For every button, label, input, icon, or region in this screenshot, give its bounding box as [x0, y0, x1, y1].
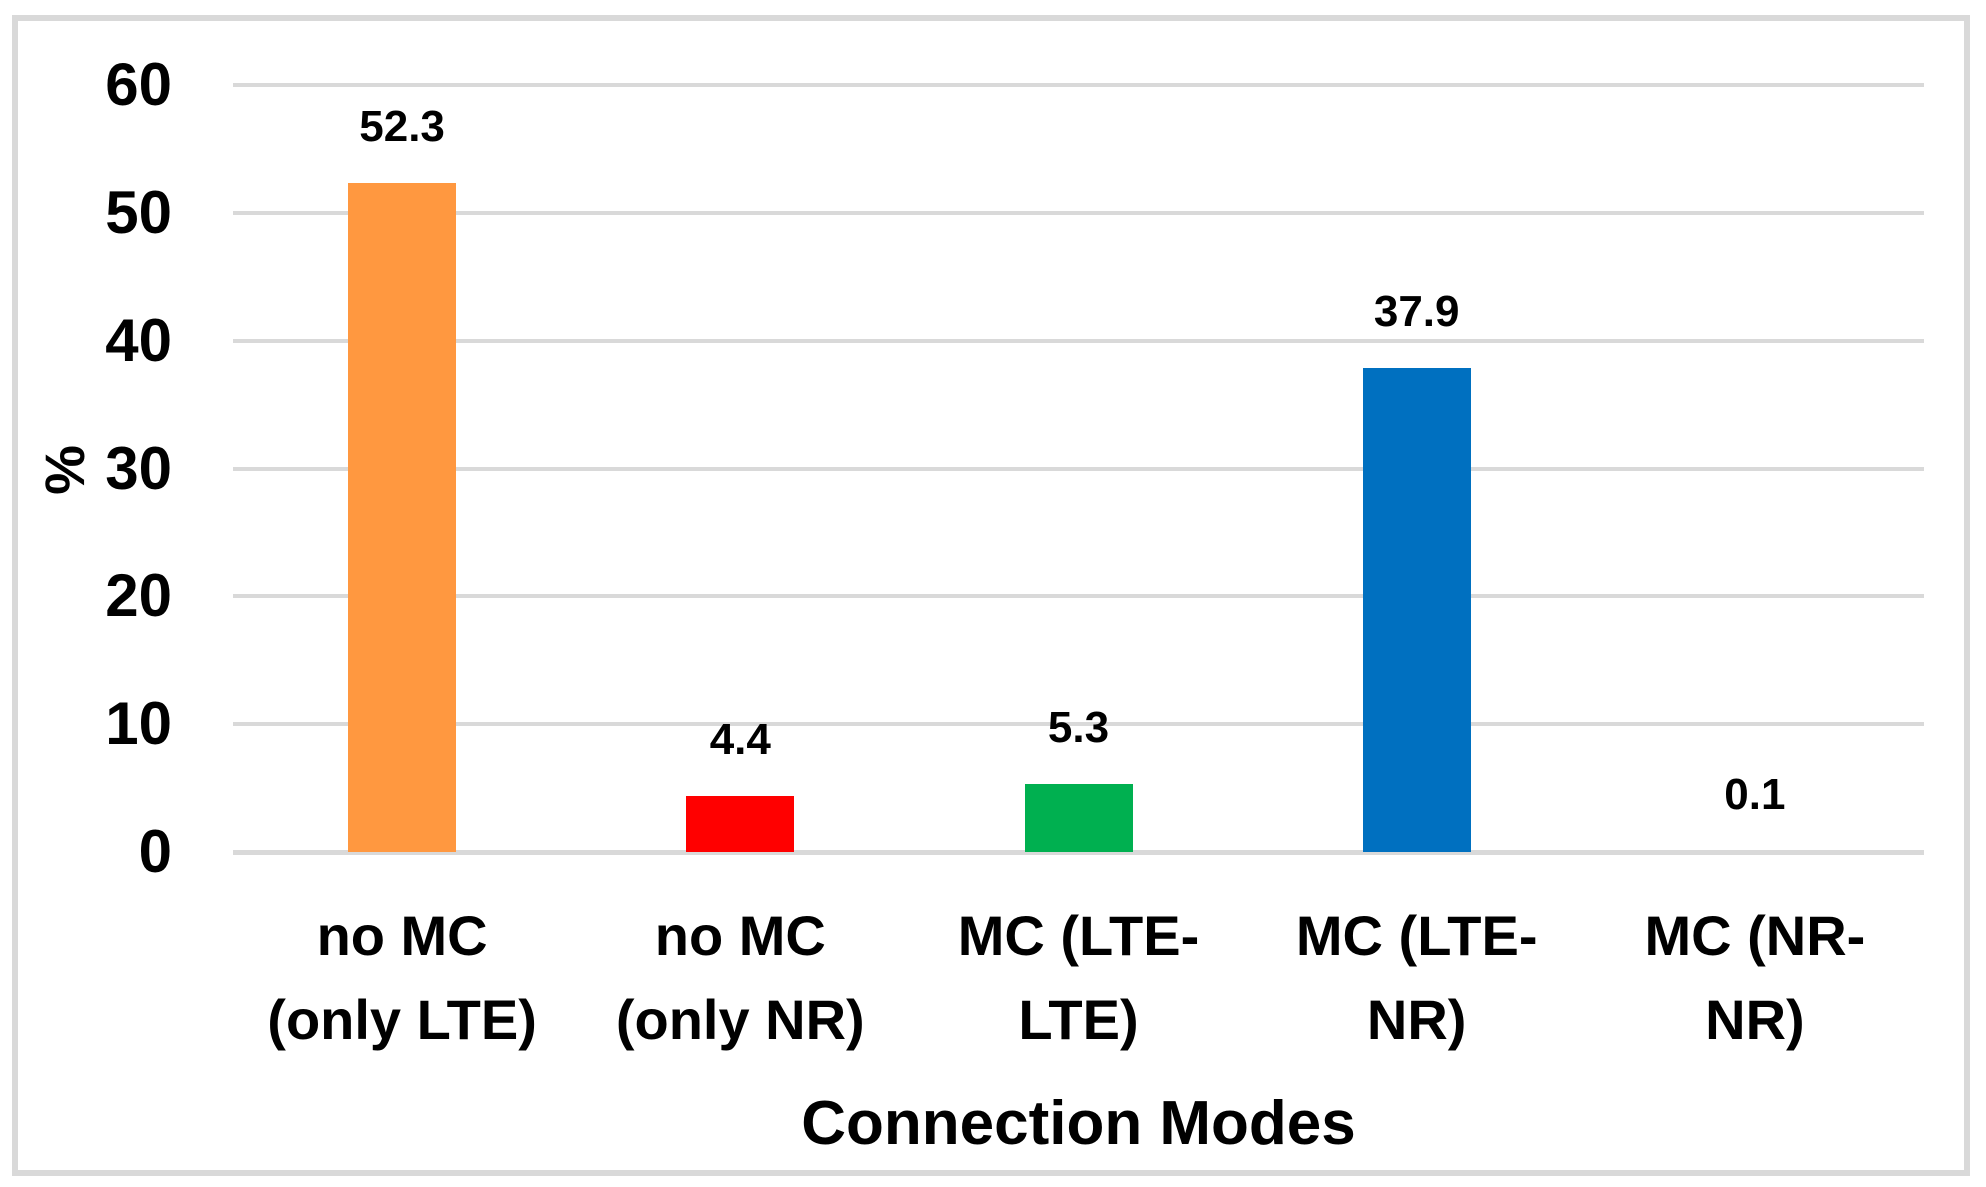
- x-tick-label-line: no MC: [316, 904, 488, 967]
- x-tick-label-3: MC (LTE- NR): [1248, 894, 1586, 1062]
- bar-data-label-4: 0.1: [1724, 769, 1786, 819]
- y-tick-label-10: 10: [105, 690, 172, 758]
- y-tick-label-40: 40: [105, 306, 172, 374]
- gridline-60: [233, 83, 1924, 87]
- bar-data-label-0: 52.3: [359, 102, 445, 152]
- x-tick-label-line: (only LTE): [267, 988, 537, 1051]
- bar-2: [1024, 784, 1133, 852]
- gridline-10: [233, 722, 1924, 727]
- x-tick-label-line: (only NR): [615, 988, 865, 1051]
- y-tick-label-20: 20: [105, 562, 172, 630]
- x-tick-label-line: MC (LTE-: [1295, 904, 1538, 967]
- y-axis-title: %: [32, 445, 96, 495]
- gridline-20: [233, 594, 1924, 599]
- y-tick-label-30: 30: [105, 434, 172, 502]
- x-tick-label-line: LTE): [1018, 988, 1139, 1051]
- gridline-0: [233, 850, 1924, 855]
- x-tick-label-0: no MC (only LTE): [233, 894, 571, 1062]
- bar-0: [348, 183, 457, 852]
- x-tick-label-2: MC (LTE- LTE): [909, 894, 1247, 1062]
- y-tick-label-0: 0: [138, 818, 172, 885]
- x-axis-title: Connection Modes: [801, 1089, 1356, 1158]
- bar-data-label-1: 4.4: [709, 714, 771, 764]
- bar-3: [1362, 367, 1471, 852]
- chart-border: [12, 15, 1970, 1176]
- bar-data-label-2: 5.3: [1047, 703, 1110, 753]
- x-tick-label-1: no MC (only NR): [571, 894, 909, 1062]
- y-tick-label-60: 60: [105, 51, 172, 118]
- bar-data-label-3: 37.9: [1373, 286, 1460, 336]
- x-tick-label-line: NR): [1366, 988, 1467, 1051]
- x-tick-label-line: MC (NR-: [1644, 904, 1866, 967]
- x-tick-label-line: no MC: [654, 904, 826, 967]
- x-tick-label-line: NR): [1705, 988, 1805, 1051]
- gridline-40: [233, 338, 1924, 343]
- y-tick-label-50: 50: [105, 178, 172, 246]
- gridline-30: [233, 466, 1924, 471]
- x-tick-label-line: MC (LTE-: [957, 904, 1200, 967]
- bar-1: [686, 795, 795, 852]
- x-tick-label-4: MC (NR- NR): [1586, 894, 1924, 1062]
- gridline-50: [233, 210, 1924, 215]
